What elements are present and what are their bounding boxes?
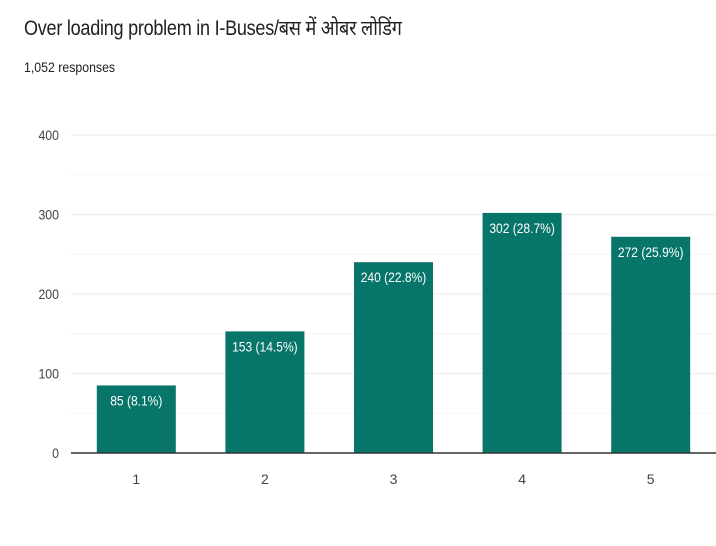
bar-data-label: 153 (14.5%)	[232, 338, 298, 354]
bar-data-label: 302 (28.7%)	[489, 220, 555, 236]
y-axis-tick-labels: 0 100 200 300 400	[38, 127, 59, 461]
bar-data-label: 85 (8.1%)	[110, 393, 162, 409]
x-axis-tick-labels: 1 2 3 4 5	[132, 471, 654, 487]
y-tick-label: 200	[38, 286, 59, 302]
y-tick-label: 0	[52, 445, 59, 461]
y-tick-label: 300	[38, 207, 59, 223]
bar	[611, 236, 691, 453]
bar	[225, 331, 305, 453]
bar	[482, 212, 562, 453]
response-count: 1,052 responses	[24, 59, 116, 75]
bar	[96, 385, 176, 453]
x-tick-label: 4	[518, 471, 526, 487]
bar-data-label: 272 (25.9%)	[618, 244, 684, 260]
x-tick-label: 1	[132, 471, 140, 487]
bars: 85 (8.1%) 153 (14.5%) 240 (22.8%) 302 (28.7…	[96, 212, 691, 453]
y-tick-label: 100	[38, 366, 59, 382]
x-tick-label: 2	[261, 471, 269, 487]
chart-title: Over loading problem in I-Buses/बस में ओ…	[24, 17, 402, 40]
bar	[354, 262, 433, 453]
x-tick-label: 5	[647, 471, 655, 487]
bar-data-label: 240 (22.8%)	[361, 269, 427, 285]
y-tick-label: 400	[38, 127, 59, 143]
x-tick-label: 3	[390, 471, 398, 487]
gridlines	[71, 134, 716, 414]
